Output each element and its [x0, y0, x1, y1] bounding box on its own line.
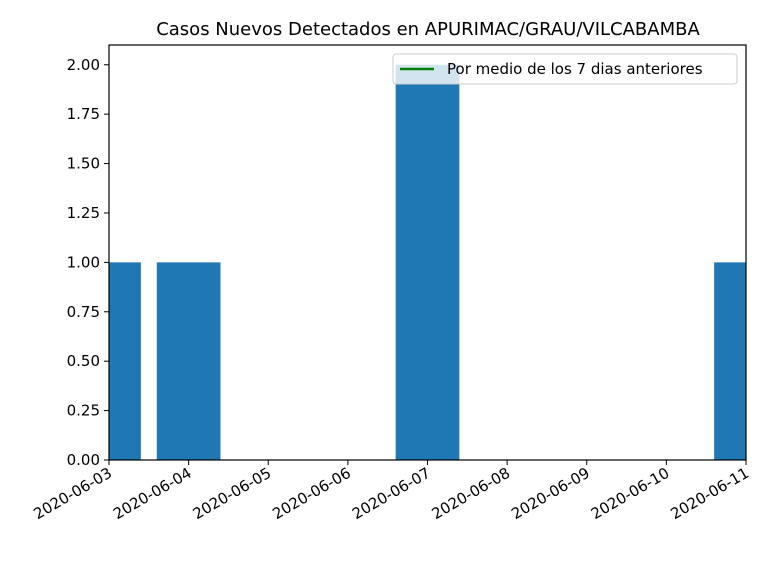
- legend-label: Por medio de los 7 dias anteriores: [447, 60, 703, 78]
- x-tick-label: 2020-06-10: [588, 464, 673, 523]
- y-tick-label: 1.75: [67, 105, 100, 123]
- bar-2020-06-03: [109, 262, 141, 460]
- x-tick-label: 2020-06-04: [110, 464, 195, 523]
- bar-2020-06-04: [156, 262, 221, 460]
- x-tick-label: 2020-06-05: [190, 464, 275, 523]
- y-tick-label: 0.00: [67, 451, 100, 469]
- bar-2020-06-11: [714, 262, 746, 460]
- x-tick-label: 2020-06-06: [269, 464, 354, 523]
- x-tick-label: 2020-06-09: [508, 464, 593, 523]
- y-tick-label: 0.25: [67, 402, 100, 420]
- x-tick-label: 2020-06-11: [667, 464, 752, 523]
- x-axis: 2020-06-032020-06-042020-06-052020-06-06…: [30, 460, 752, 523]
- y-tick-label: 1.25: [67, 204, 100, 222]
- legend-box: [392, 53, 738, 85]
- y-tick-label: 1.00: [67, 253, 100, 271]
- chart-title: Casos Nuevos Detectados en APURIMAC/GRAU…: [156, 19, 700, 40]
- legend: Por medio de los 7 dias anteriores: [392, 53, 738, 85]
- x-tick-label: 2020-06-07: [349, 464, 434, 523]
- y-tick-label: 1.50: [67, 155, 100, 173]
- bar-2020-06-07: [395, 64, 460, 460]
- y-tick-label: 0.75: [67, 303, 100, 321]
- y-tick-label: 0.50: [67, 352, 100, 370]
- x-tick-label: 2020-06-03: [30, 464, 115, 523]
- y-tick-label: 2.00: [67, 56, 100, 74]
- y-axis: 0.00 0.25 0.50 0.75 1.00 1.25 1.50 1.75 2.00: [67, 56, 109, 469]
- bars-group: [109, 64, 746, 460]
- x-tick-label: 2020-06-08: [429, 464, 514, 523]
